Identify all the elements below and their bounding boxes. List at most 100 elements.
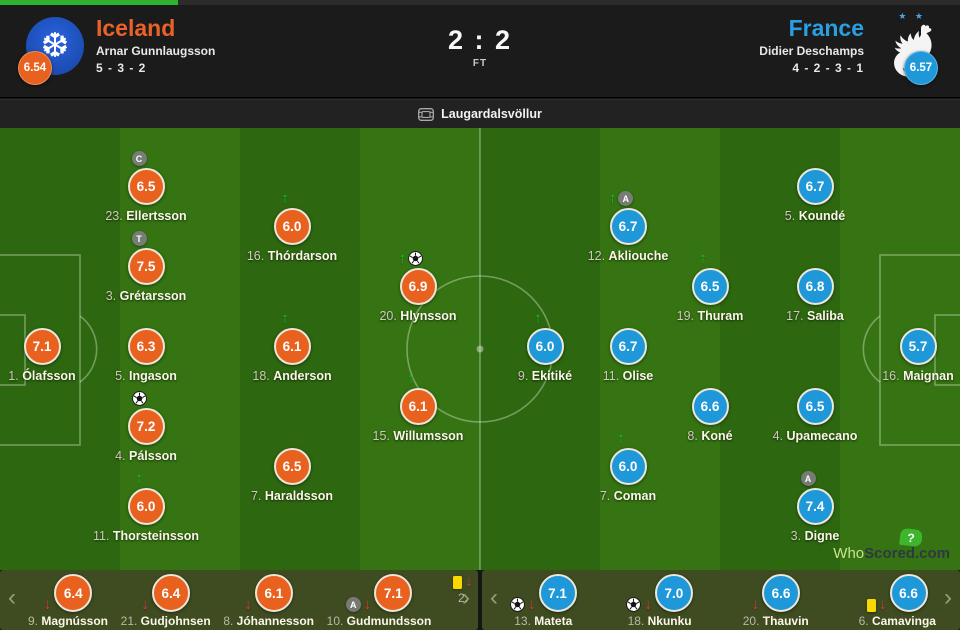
chevron-right-icon[interactable]: ›: [944, 584, 952, 611]
player-rating[interactable]: 6.8: [796, 268, 834, 305]
sub-item-magnússon[interactable]: ↓ 6.4 9. Magnússon: [28, 570, 108, 630]
player-name: Koundé: [798, 209, 846, 223]
player-number: 20.: [379, 309, 401, 323]
goal-icon: [408, 251, 424, 266]
player-thuram[interactable]: ↑ 6.5 19. Thuram: [650, 249, 770, 323]
sub-item-gudmundsson[interactable]: A ↓ 7.1 10. Gudmundsson: [327, 570, 431, 630]
player-name: Coman: [613, 489, 657, 503]
player-rating[interactable]: 7.5: [127, 248, 165, 285]
sub-item-thauvin[interactable]: ↓ 6.6 20. Thauvin: [743, 570, 809, 630]
sub-name: Magnússon: [41, 614, 109, 628]
player-rating[interactable]: 6.9: [399, 268, 437, 305]
sub-label: 21. Gudjohnsen: [121, 614, 211, 628]
sub-number: 21.: [120, 614, 141, 628]
sub-off-icon: ↓: [528, 596, 536, 613]
player-maignan[interactable]: 5.7 16. Maignan: [858, 309, 960, 383]
sub-rating[interactable]: 6.4: [54, 574, 93, 612]
player-rating[interactable]: 6.5: [691, 268, 729, 305]
player-olise[interactable]: 6.7 11. Olise: [568, 309, 688, 383]
sub-item-camavinga[interactable]: ↓ 6.6 6. Camavinga: [859, 570, 936, 630]
player-badges: ↑: [225, 309, 345, 326]
player-pálsson[interactable]: 7.2 4. Pálsson: [86, 389, 206, 463]
player-saliba[interactable]: 6.8 17. Saliba: [755, 249, 875, 323]
sub-item-nkunku[interactable]: ↓ 7.0 18. Nkunku: [626, 570, 693, 630]
player-rating[interactable]: 6.0: [127, 488, 165, 525]
player-number: 18.: [252, 369, 274, 383]
player-rating[interactable]: 6.0: [526, 328, 564, 365]
player-name: Ingason: [128, 369, 177, 383]
sub-rating[interactable]: 6.6: [761, 574, 800, 612]
player-rating[interactable]: 7.1: [23, 328, 61, 365]
home-team-rating-badge: 6.54: [18, 51, 52, 85]
sub-item-jóhannesson[interactable]: ↓ 6.1 8. Jóhannesson: [223, 570, 314, 630]
player-name: Thorsteinsson: [112, 529, 200, 543]
sub-item-gudjohnsen[interactable]: ↓ 6.4 21. Gudjohnsen: [121, 570, 211, 630]
sub-name: Mateta: [534, 614, 573, 628]
player-rating[interactable]: 7.2: [127, 408, 165, 445]
sub-item-2.[interactable]: ↓ 2.: [444, 570, 478, 630]
player-number: 12.: [587, 249, 609, 263]
player-ellertsson[interactable]: C 6.5 23. Ellertsson: [86, 149, 206, 223]
yellow-card-icon: [867, 599, 877, 612]
sub-rating[interactable]: 7.0: [654, 574, 693, 612]
player-rating[interactable]: 6.0: [609, 448, 647, 485]
sub-row: ↓ 6.6: [859, 574, 936, 612]
sub-label: 6. Camavinga: [859, 614, 936, 628]
player-rating[interactable]: 7.4: [796, 488, 834, 525]
player-ólafsson[interactable]: 7.1 1. Ólafsson: [0, 309, 102, 383]
sub-rating[interactable]: 6.4: [151, 574, 190, 612]
sub-label: 20. Thauvin: [743, 614, 809, 628]
chevron-left-icon[interactable]: ‹: [8, 584, 16, 611]
home-team-name[interactable]: Iceland: [96, 15, 176, 41]
player-koné[interactable]: 6.6 8. Koné: [650, 369, 770, 443]
sub-rating[interactable]: 6.6: [889, 574, 928, 612]
player-rating[interactable]: 6.7: [796, 168, 834, 205]
player-name: Anderson: [273, 369, 332, 383]
player-rating[interactable]: 6.3: [127, 328, 165, 365]
player-rating[interactable]: 6.1: [273, 328, 311, 365]
sub-number: 18.: [627, 614, 648, 628]
player-haraldsson[interactable]: 6.5 7. Haraldsson: [232, 429, 352, 503]
sub-rating[interactable]: 7.1: [374, 574, 413, 612]
player-badges: [643, 369, 763, 386]
player-anderson[interactable]: ↑ 6.1 18. Anderson: [232, 309, 352, 383]
player-digne[interactable]: A 7.4 3. Digne: [755, 469, 875, 543]
assist-badge: A: [618, 191, 634, 206]
player-rating[interactable]: 6.5: [273, 448, 311, 485]
whoscored-bubble-icon: ?: [899, 527, 923, 548]
chevron-left-icon[interactable]: ‹: [490, 584, 498, 611]
player-name: Ellertsson: [126, 209, 187, 223]
chevron-right-icon[interactable]: ›: [462, 584, 470, 611]
away-team-name[interactable]: France: [788, 15, 864, 41]
player-thórdarson[interactable]: ↑ 6.0 16. Thórdarson: [232, 189, 352, 263]
home-subs-bar: ‹ ↓ 6.4 9. Magnússon ↓ 6.4 21. Gudjohnsen ↓ 6.1…: [0, 570, 478, 630]
player-upamecano[interactable]: 6.5 4. Upamecano: [755, 369, 875, 443]
player-ekitiké[interactable]: ↑ 6.0 9. Ekitiké: [485, 309, 605, 383]
away-manager-name: Didier Deschamps: [759, 44, 864, 58]
sub-rating[interactable]: 6.1: [254, 574, 293, 612]
player-akliouche[interactable]: ↑ A 6.7 12. Akliouche: [568, 189, 688, 263]
player-thorsteinsson[interactable]: ↑ 6.0 11. Thorsteinsson: [86, 469, 206, 543]
player-rating[interactable]: 6.1: [399, 388, 437, 425]
player-rating[interactable]: 6.7: [609, 328, 647, 365]
trend-up-icon: ↑: [699, 250, 707, 267]
player-rating[interactable]: 6.5: [127, 168, 165, 205]
player-name: Thórdarson: [267, 249, 338, 263]
player-hlynsson[interactable]: ↑ 6.9 20. Hlynsson: [358, 249, 478, 323]
sub-rating[interactable]: 7.1: [538, 574, 577, 612]
player-rating[interactable]: 6.7: [609, 208, 647, 245]
player-coman[interactable]: ↑ 6.0 7. Coman: [568, 429, 688, 503]
player-grétarsson[interactable]: T 7.5 3. Grétarsson: [86, 229, 206, 303]
player-ingason[interactable]: 6.3 5. Ingason: [86, 309, 206, 383]
player-name: Pálsson: [128, 449, 177, 463]
sub-number: 6.: [858, 614, 872, 628]
player-name: Digne: [804, 529, 840, 543]
player-rating[interactable]: 5.7: [899, 328, 937, 365]
sub-item-mateta[interactable]: ↓ 7.1 13. Mateta: [510, 570, 577, 630]
player-rating[interactable]: 6.6: [691, 388, 729, 425]
player-koundé[interactable]: 6.7 5. Koundé: [755, 149, 875, 223]
player-rating[interactable]: 6.5: [796, 388, 834, 425]
player-rating[interactable]: 6.0: [273, 208, 311, 245]
player-willumsson[interactable]: ↑ 6.1 15. Willumsson: [358, 369, 478, 443]
player-number: 5.: [784, 209, 799, 223]
